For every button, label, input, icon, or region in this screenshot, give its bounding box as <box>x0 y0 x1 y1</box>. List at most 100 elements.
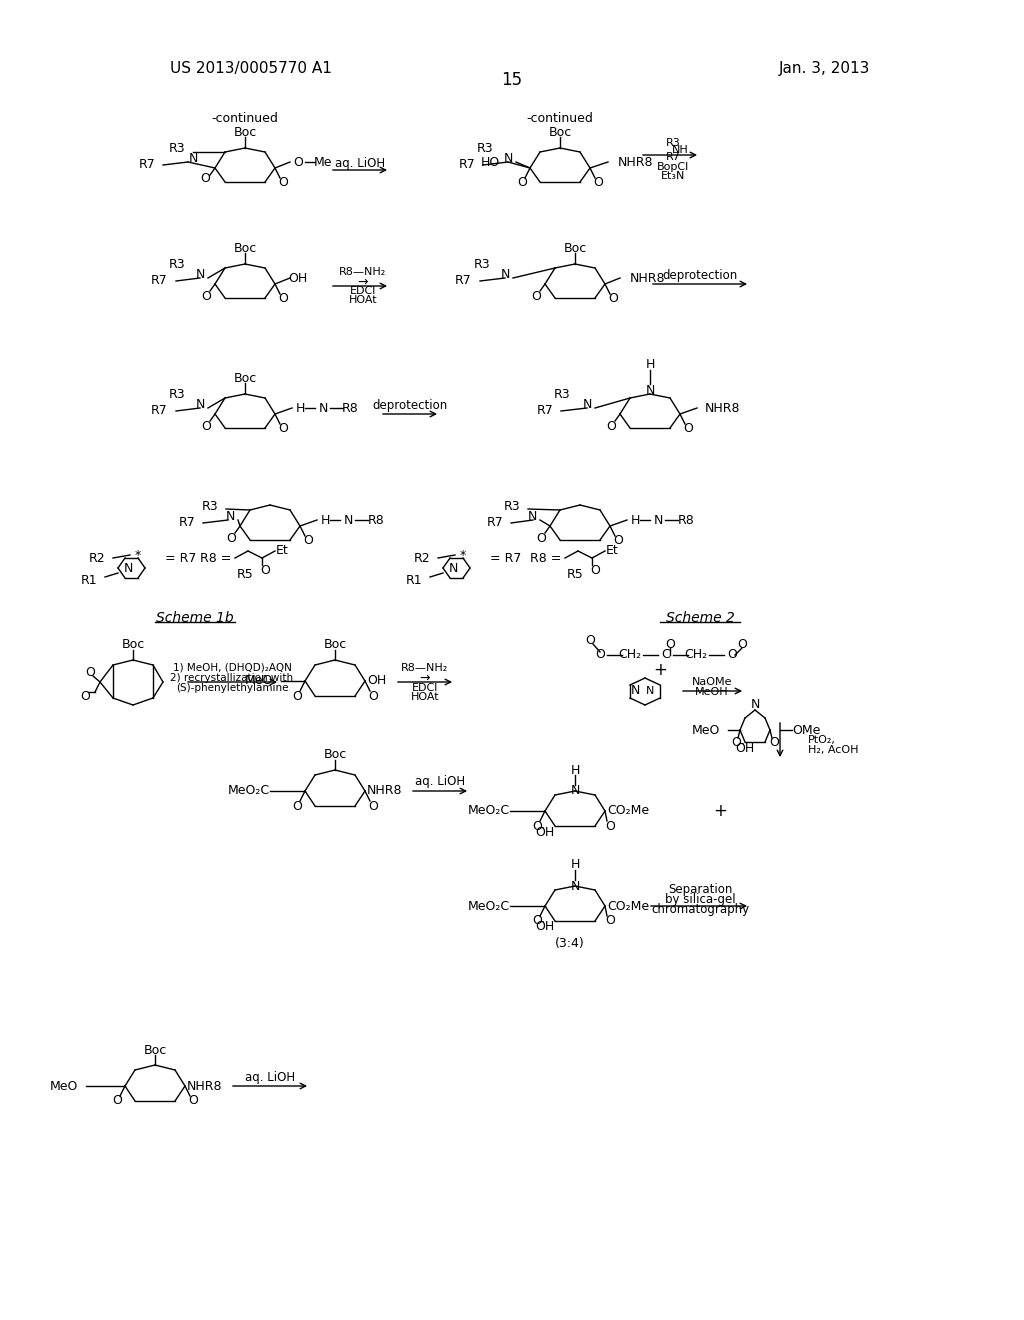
Text: N: N <box>196 397 205 411</box>
Text: NHR8: NHR8 <box>630 272 666 285</box>
Text: C: C <box>662 648 671 661</box>
Text: NH: NH <box>672 145 688 154</box>
Text: R2: R2 <box>88 552 105 565</box>
Text: R3: R3 <box>202 499 218 512</box>
Text: R3: R3 <box>168 257 185 271</box>
Text: N: N <box>123 561 133 574</box>
Text: NHR8: NHR8 <box>705 401 740 414</box>
Text: O: O <box>731 737 741 750</box>
Text: HO: HO <box>480 156 500 169</box>
Text: N: N <box>631 685 640 697</box>
Text: O: O <box>605 820 615 833</box>
Text: R5: R5 <box>237 569 253 582</box>
Text: O: O <box>201 420 211 433</box>
Text: Me: Me <box>313 156 332 169</box>
Text: (S)-phenylethylamine: (S)-phenylethylamine <box>176 682 288 693</box>
Text: (3:4): (3:4) <box>555 936 585 949</box>
Text: O: O <box>727 648 737 661</box>
Text: H: H <box>631 513 640 527</box>
Text: →: → <box>357 276 369 289</box>
Text: US 2013/0005770 A1: US 2013/0005770 A1 <box>170 61 332 75</box>
Text: N: N <box>645 384 654 396</box>
Text: by silica-gel: by silica-gel <box>665 894 735 907</box>
Text: aq. LiOH: aq. LiOH <box>415 776 465 788</box>
Text: R7: R7 <box>138 158 155 172</box>
Text: O: O <box>665 639 675 652</box>
Text: R8: R8 <box>368 513 384 527</box>
Text: EDCl: EDCl <box>412 682 438 693</box>
Text: 15: 15 <box>502 71 522 88</box>
Text: ŌH: ŌH <box>536 825 555 838</box>
Text: MeOH: MeOH <box>695 686 729 697</box>
Text: CO₂Me: CO₂Me <box>607 899 649 912</box>
Text: O: O <box>201 289 211 302</box>
Text: OMe: OMe <box>792 723 820 737</box>
Text: O: O <box>292 800 302 813</box>
Text: N: N <box>188 152 198 165</box>
Text: O: O <box>531 289 541 302</box>
Text: OH: OH <box>367 675 386 688</box>
Text: H: H <box>570 858 580 871</box>
Text: MeO: MeO <box>245 675 273 688</box>
Text: Boc: Boc <box>324 639 347 652</box>
Text: R3: R3 <box>473 257 490 271</box>
Text: ŌH: ŌH <box>735 742 755 755</box>
Text: Boc: Boc <box>563 242 587 255</box>
Text: Boc: Boc <box>233 371 257 384</box>
Text: = R7: = R7 <box>490 552 521 565</box>
Text: O: O <box>737 639 746 652</box>
Text: aq. LiOH: aq. LiOH <box>335 157 385 169</box>
Text: R1: R1 <box>406 573 422 586</box>
Text: O: O <box>226 532 236 544</box>
Text: Et: Et <box>605 544 618 557</box>
Text: Boc: Boc <box>549 125 571 139</box>
Text: +: + <box>713 803 727 820</box>
Text: O: O <box>532 915 542 928</box>
Text: R3: R3 <box>553 388 570 400</box>
Text: N: N <box>196 268 205 281</box>
Text: R1: R1 <box>80 573 97 586</box>
Text: H: H <box>321 513 330 527</box>
Text: O: O <box>279 422 288 436</box>
Text: O: O <box>769 737 779 750</box>
Text: O: O <box>605 915 615 928</box>
Text: O: O <box>613 535 623 548</box>
Text: deprotection: deprotection <box>663 268 737 281</box>
Text: HOAt: HOAt <box>349 294 377 305</box>
Text: MeO: MeO <box>49 1080 78 1093</box>
Text: R8: R8 <box>342 401 358 414</box>
Text: R3: R3 <box>476 141 493 154</box>
Text: Et: Et <box>275 544 289 557</box>
Text: R3: R3 <box>168 388 185 400</box>
Text: H₂, AcOH: H₂, AcOH <box>808 744 858 755</box>
Text: O: O <box>112 1094 122 1107</box>
Text: R5: R5 <box>566 569 584 582</box>
Text: 2) recrystallization with: 2) recrystallization with <box>170 673 294 682</box>
Text: R7: R7 <box>486 516 503 529</box>
Text: Boc: Boc <box>324 748 347 762</box>
Text: 1) MeOH, (DHQD)₂AQN: 1) MeOH, (DHQD)₂AQN <box>173 663 292 673</box>
Text: deprotection: deprotection <box>373 399 447 412</box>
Text: R8: R8 <box>678 513 694 527</box>
Text: +: + <box>653 661 667 678</box>
Text: O: O <box>260 564 270 577</box>
Text: R7: R7 <box>152 404 168 417</box>
Text: O: O <box>593 177 603 190</box>
Text: O: O <box>606 420 616 433</box>
Text: O: O <box>303 535 313 548</box>
Text: R3: R3 <box>666 139 680 148</box>
Text: aq. LiOH: aq. LiOH <box>245 1071 295 1084</box>
Text: N: N <box>225 510 234 523</box>
Text: EDCl: EDCl <box>350 286 376 296</box>
Text: R2: R2 <box>414 552 430 565</box>
Text: N: N <box>646 686 654 696</box>
Text: O: O <box>368 689 378 702</box>
Text: OH: OH <box>289 272 307 285</box>
Text: = R7: = R7 <box>165 552 197 565</box>
Text: PtO₂,: PtO₂, <box>808 735 836 744</box>
Text: R7: R7 <box>459 158 475 172</box>
Text: NHR8: NHR8 <box>618 156 653 169</box>
Text: ŌH: ŌH <box>536 920 555 933</box>
Text: N: N <box>501 268 510 281</box>
Text: H: H <box>295 401 305 414</box>
